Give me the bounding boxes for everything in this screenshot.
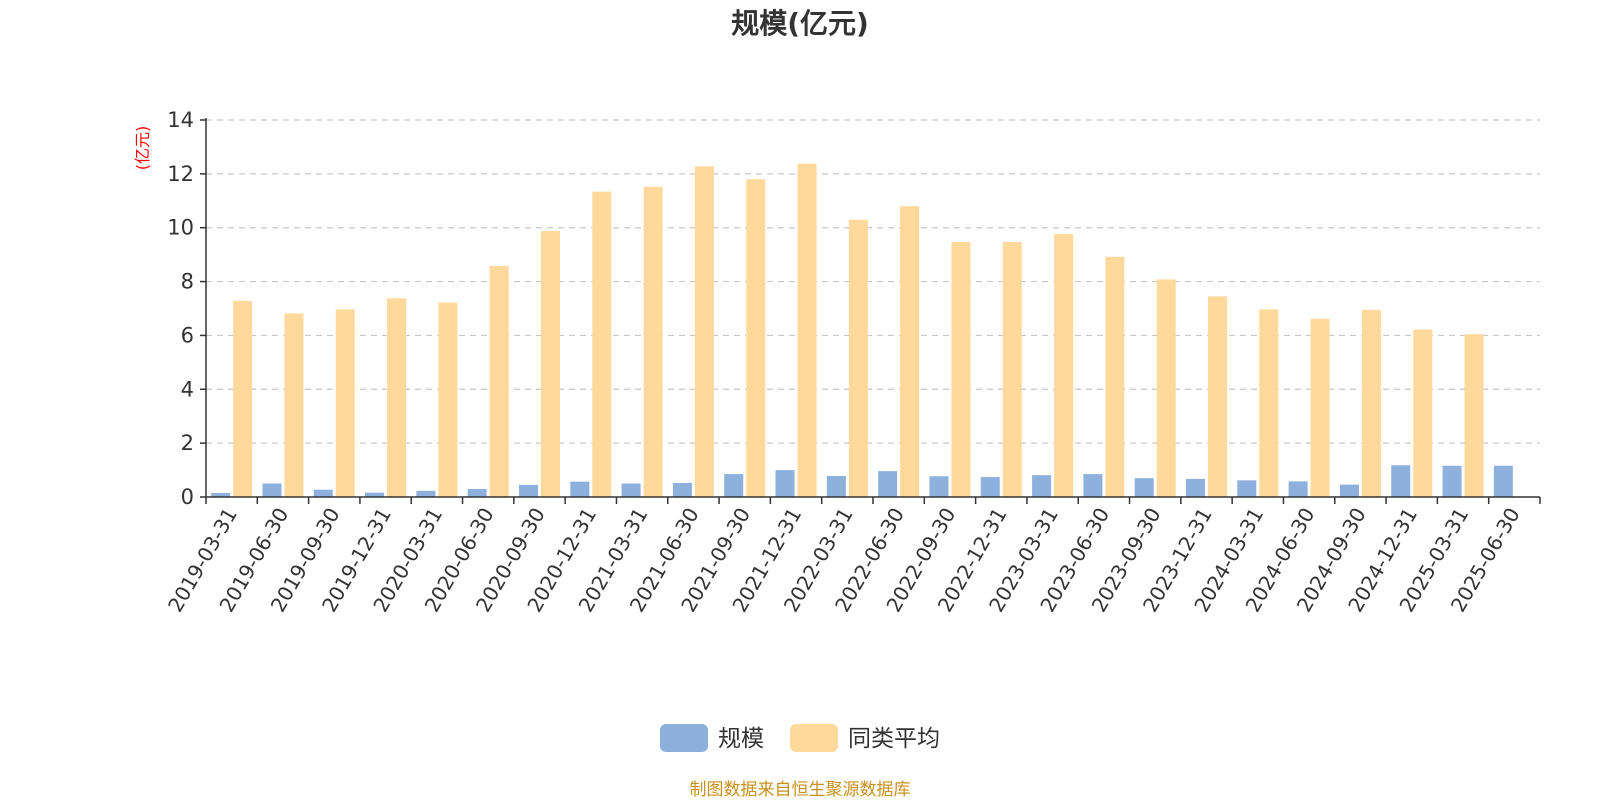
bar (233, 300, 253, 497)
axes (205, 118, 1541, 504)
bar (724, 474, 744, 497)
bar (570, 481, 590, 497)
bar (387, 298, 407, 497)
bar (1054, 233, 1074, 498)
chart-title: 规模(亿元) (731, 7, 869, 40)
bar (211, 492, 231, 497)
bars (211, 163, 1513, 498)
bar (467, 488, 487, 497)
bar (951, 241, 971, 497)
bar (1288, 481, 1308, 497)
legend-swatch (790, 724, 838, 752)
bar (284, 313, 304, 497)
bar (1464, 334, 1484, 497)
bar (797, 163, 817, 498)
bar (489, 265, 509, 497)
bar (1208, 296, 1227, 497)
bar (1032, 475, 1052, 497)
bar (1259, 309, 1279, 497)
y-tick-label: 2 (181, 431, 194, 455)
bar (980, 477, 1000, 497)
bar (1442, 465, 1462, 497)
bar (929, 476, 949, 497)
bar (878, 471, 898, 497)
bar (1493, 465, 1513, 497)
bar (1002, 241, 1022, 497)
bar (694, 166, 714, 497)
bar (1339, 484, 1359, 497)
y-tick-label: 12 (167, 162, 194, 186)
bar (519, 484, 538, 497)
bar (900, 206, 920, 497)
bar (1156, 279, 1176, 497)
y-axis-label: (亿元) (133, 126, 152, 171)
bar (848, 219, 868, 497)
bar (365, 492, 385, 497)
y-tick-label: 8 (181, 270, 194, 294)
y-tick-label: 10 (167, 216, 194, 240)
bar (541, 230, 560, 497)
bar (621, 483, 641, 497)
bar (746, 179, 766, 497)
bar (1237, 480, 1257, 497)
bar (1361, 309, 1381, 497)
bar (335, 309, 355, 497)
bar (438, 302, 458, 497)
legend-label: 同类平均 (848, 726, 940, 752)
bar (592, 191, 612, 497)
y-tick-label: 14 (167, 108, 194, 132)
y-tick-label: 0 (181, 485, 194, 509)
y-tick-label: 6 (181, 323, 194, 347)
bar (1413, 329, 1433, 497)
bar (1134, 478, 1154, 497)
bar (1105, 256, 1125, 497)
bar (1391, 465, 1411, 497)
bar (262, 483, 282, 497)
bar (672, 482, 692, 497)
bar (416, 490, 436, 497)
bar (1186, 478, 1205, 497)
bar (826, 475, 846, 497)
bar (1310, 318, 1330, 497)
x-tick-labels: 2019-03-312019-06-302019-09-302019-12-31… (163, 504, 1525, 617)
legend-swatch (660, 724, 708, 752)
source-note: 制图数据来自恒生聚源数据库 (690, 780, 911, 800)
bar (775, 470, 795, 497)
y-tick-labels: 0 2 4 6 8 10 12 14 (167, 108, 194, 509)
bar (643, 186, 663, 498)
bar (313, 489, 333, 497)
y-tick-label: 4 (181, 377, 194, 401)
bar (1083, 474, 1103, 497)
legend: 规模 同类平均 (660, 724, 940, 752)
legend-label: 规模 (718, 726, 764, 752)
